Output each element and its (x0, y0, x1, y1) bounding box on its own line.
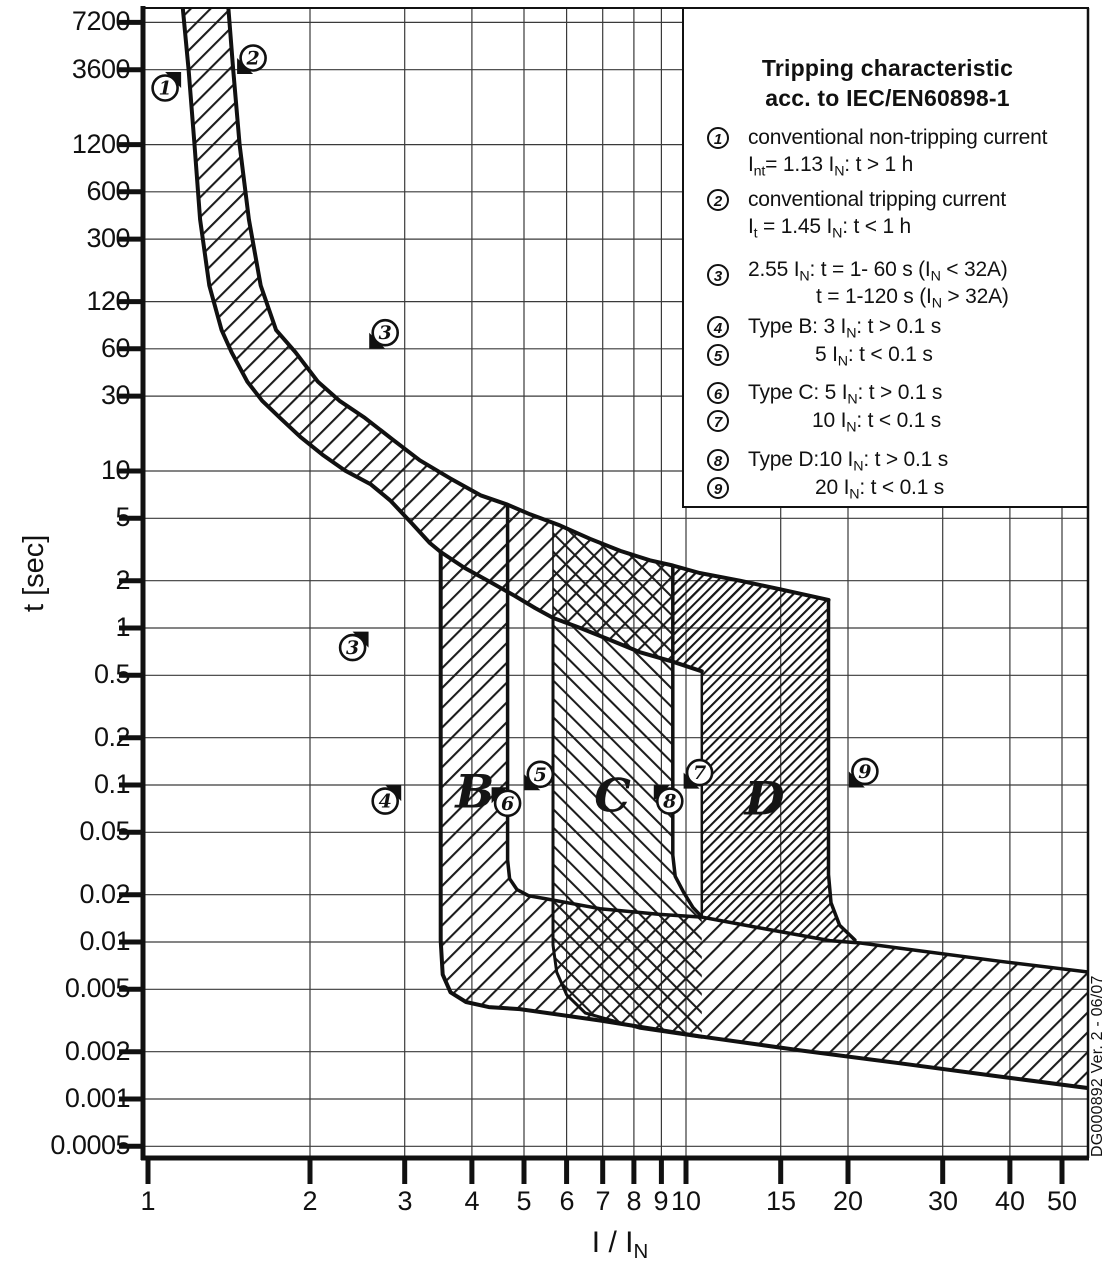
marker-circle (338, 633, 367, 662)
marker-number: 4 (379, 791, 392, 813)
axes-frame-layer (119, 6, 1090, 1184)
marker-circle (851, 757, 879, 786)
chart-marker-9: 9 (848, 757, 879, 788)
region-label-B: B (453, 764, 494, 818)
marker-circle (685, 758, 714, 787)
legend-box (682, 7, 1089, 508)
marker-circle (493, 789, 522, 818)
marker-circle (239, 44, 267, 72)
marker-circle (526, 760, 555, 789)
marker-number: 3 (379, 322, 392, 344)
marker-number: 2 (245, 48, 259, 70)
hatched-regions-layer (182, 8, 1088, 1089)
marker-number: 8 (662, 791, 676, 813)
chart-marker-5: 5 (524, 760, 555, 791)
marker-number: 7 (693, 762, 706, 784)
marker-circle (371, 318, 400, 347)
marker-number: 6 (501, 793, 514, 815)
chart-marker-7: 7 (683, 758, 714, 789)
curve-strokes-layer (180, 8, 1088, 1091)
curve-type-c-lower-boundary (551, 616, 704, 1039)
chart-marker-4: 4 (371, 785, 402, 815)
marker-number: 1 (158, 78, 171, 100)
legend-box-layer (682, 7, 1089, 508)
chart-marker-1: 1 (151, 72, 182, 102)
marker-circle (655, 787, 684, 815)
chart-marker-3: 3 (369, 318, 400, 349)
marker-circle (371, 787, 400, 815)
region-letters-layer: B C D (453, 764, 784, 825)
chart-marker-2: 2 (237, 44, 267, 75)
chart-marker-3: 3 (338, 631, 369, 662)
type-d-band-region (672, 565, 855, 941)
region-label-D: D (743, 771, 785, 825)
chart-marker-8: 8 (653, 785, 684, 815)
curve-type-b-lower-boundary (438, 550, 1088, 1091)
curve-type-d-upper-boundary (826, 598, 857, 942)
marker-number: 5 (534, 764, 547, 786)
curve-lower-non-tripping-limit (180, 8, 704, 674)
curve-type-b-upper-boundary (505, 502, 1088, 974)
marker-number: 9 (858, 761, 871, 783)
chart-marker-6: 6 (491, 787, 522, 818)
region-label-C: C (594, 768, 631, 822)
marker-number: 3 (346, 637, 359, 659)
marker-circle (151, 74, 179, 102)
